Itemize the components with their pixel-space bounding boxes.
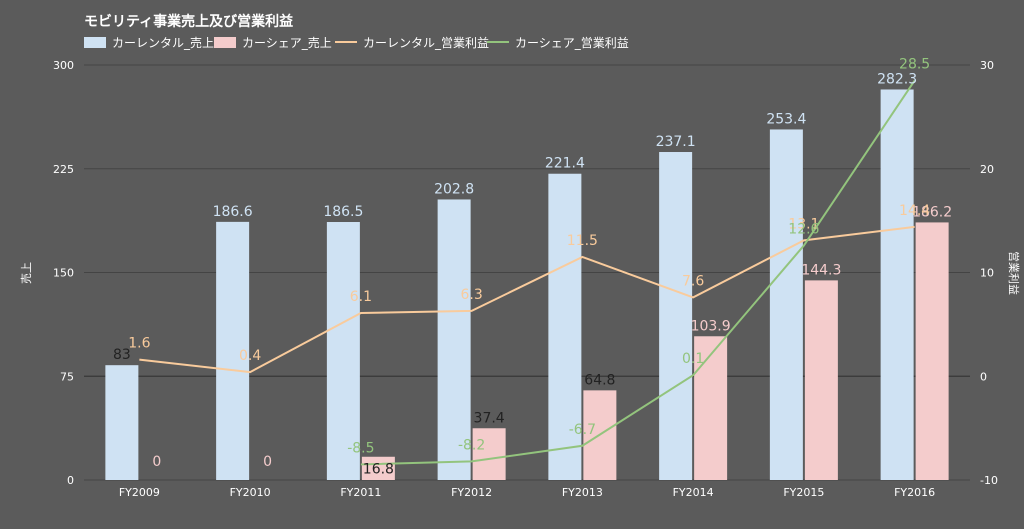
bar [437,199,471,480]
line-label: 0.1 [682,351,704,367]
bar [915,222,949,480]
bar [216,221,250,480]
x-tick: FY2011 [340,486,381,499]
x-tick: FY2015 [783,486,824,499]
y-tick-right: 10 [980,267,994,280]
bar [548,173,582,481]
line-label: 1.6 [128,336,150,352]
y-tick-left: 75 [60,370,74,383]
bar [694,336,728,480]
bar [659,152,693,481]
bars [105,89,949,481]
bar-label: 237.1 [656,134,696,150]
line-label: -6.7 [569,422,596,438]
bar-label: 103.9 [691,318,731,334]
line-label: 11.5 [567,233,598,249]
bar [472,428,506,480]
line-label: 14.4 [899,203,930,219]
line-label: 13.1 [788,216,819,232]
bar-label: 0 [152,454,161,470]
y-tick-left: 300 [53,59,74,72]
y-axis-right-ticks: -10 0 10 20 30 [980,59,998,487]
y-axis-right-label: 営業利益 [1007,251,1021,295]
bar-label: 186.6 [213,204,253,220]
line-label: 7.6 [682,273,704,289]
y-axis-left-ticks: 0 75 150 225 300 [53,59,74,487]
bar-label: 221.4 [545,156,585,172]
legend-label-car-share-profit: カーシェア_営業利益 [515,36,629,50]
bar-label: 253.4 [766,111,806,127]
x-tick: FY2010 [230,486,271,499]
y-tick-left: 225 [53,163,74,176]
bar-label: 144.3 [801,262,841,278]
bar-label: 202.8 [434,181,474,197]
bar-label: 83 [113,347,131,363]
y-tick-right: 30 [980,59,994,72]
legend-swatch-car-share-sales [214,37,236,48]
bar-label: 282.3 [877,71,917,87]
x-axis-ticks: FY2009 FY2010 FY2011 FY2012 FY2013 FY2014 FY20… [119,486,935,499]
bar [769,129,803,481]
bar-label: 186.2 [912,204,952,220]
bar [804,280,838,480]
legend-swatch-car-rental-sales [84,37,106,48]
line-label: 28.5 [899,57,930,73]
bar [361,456,395,480]
line-label: 6.1 [350,289,372,305]
bar [326,222,360,480]
bar-label: 64.8 [584,372,615,388]
y-tick-right: -10 [980,474,998,487]
series-line [139,225,915,374]
bar-label: 16.8 [363,461,394,477]
bar-label: 37.4 [474,410,505,426]
line-label: 0.4 [239,348,261,364]
bar [105,365,139,480]
line-label: 6.3 [460,287,482,303]
data-labels: 83 186.6 186.5 202.8 221.4 237.1 253.4 282.3 0 0 1… [113,57,952,478]
legend-label-car-rental-sales: カーレンタル_売上 [112,35,214,50]
series-line [360,80,916,466]
line-label: -8.2 [458,437,485,453]
x-tick: FY2016 [894,486,935,499]
legend: カーレンタル_売上 カーシェア_売上 カーレンタル_営業利益 カーシェア_営業利… [84,35,629,50]
y-axis-left-label: 売上 [20,262,33,284]
x-tick: FY2013 [562,486,603,499]
bar-label: 186.5 [323,204,363,220]
line-label: 12.6 [788,222,819,238]
lines [139,80,916,466]
y-tick-left: 0 [67,474,74,487]
legend-label-car-share-sales: カーシェア_売上 [242,35,332,50]
x-tick: FY2012 [451,486,492,499]
x-tick: FY2009 [119,486,160,499]
bar [880,89,914,481]
chart-title: モビリティ事業売上及び営業利益 [84,13,293,30]
legend-label-car-rental-profit: カーレンタル_営業利益 [363,36,489,50]
y-tick-right: 20 [980,163,994,176]
line-label: -8.5 [347,440,374,456]
y-tick-left: 150 [53,267,74,280]
x-tick: FY2014 [673,486,714,499]
bar-label: 0 [263,454,272,470]
y-tick-right: 0 [980,370,987,383]
